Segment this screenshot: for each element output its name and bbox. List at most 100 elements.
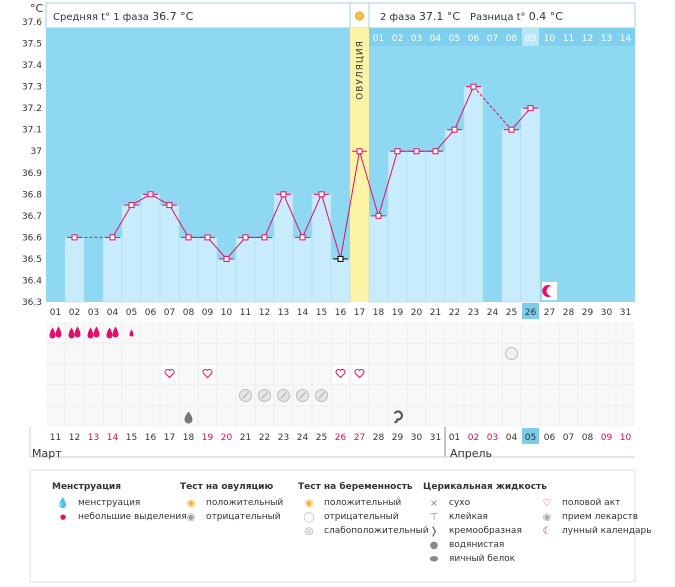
phase2-day-label: 08 (506, 34, 518, 44)
temperature-bar (216, 258, 237, 303)
phase2-day-label: 01 (373, 34, 384, 44)
phase2-day-label: 13 (601, 34, 612, 44)
menstruation-icon (87, 327, 94, 339)
cycle-day-label: 31 (620, 308, 631, 318)
temperature-bar (159, 204, 180, 303)
phase2-day-label: 11 (563, 34, 574, 44)
temperature-point (375, 212, 382, 219)
cycle-day-label: 05 (126, 308, 137, 318)
legend-frame (29, 469, 636, 583)
date-label: 18 (183, 433, 195, 443)
legend-label: отрицательный (324, 512, 399, 522)
cycle-day-label: 07 (164, 308, 175, 318)
cycle-day-label: 30 (601, 308, 613, 318)
temperature-line-segment (359, 151, 379, 216)
temperature-line-segment (131, 193, 151, 206)
date-label: 30 (411, 433, 423, 443)
temperature-bar (406, 150, 427, 303)
cycle-day-label: 01 (50, 308, 61, 318)
date-label: 06 (544, 433, 556, 443)
pregnancy-negative-icon: ◯ (303, 511, 315, 523)
pill-icon: ◉ (542, 511, 552, 523)
cycle-day-label: 27 (544, 308, 555, 318)
temperature-point (356, 148, 363, 155)
phase2-day-label: 07 (487, 34, 498, 44)
date-label: 29 (392, 433, 404, 443)
temperature-line-segment (112, 204, 132, 238)
legend-label: лунный календарь (562, 526, 652, 536)
menstruation-icon: 💧 (56, 497, 70, 509)
spotting-icon: ● (59, 513, 67, 521)
pill-icon-line (280, 392, 287, 399)
temperature-point (508, 126, 515, 133)
phase1-label: Средняя t° 1 фаза (53, 12, 149, 23)
moon-icon: ☾ (542, 525, 552, 537)
legend-label: положительный (324, 498, 402, 508)
cycle-day-label: 26 (525, 308, 537, 318)
temperature-point (527, 105, 534, 112)
temperature-bar (330, 258, 351, 303)
cycle-day-label: 02 (69, 308, 80, 318)
legend-cervical: Церикальная жидкость × сухо ⊤ клейкая ❭ кре… (423, 482, 547, 566)
temperature-point (413, 148, 420, 155)
date-label: 13 (88, 433, 99, 443)
phase2-day-label: 12 (582, 34, 593, 44)
creamy-icon: ❭ (429, 525, 439, 537)
legend-label: кремообразная (449, 526, 522, 536)
phase2-day-label: 10 (544, 34, 556, 44)
menstruation-icon (93, 326, 100, 338)
cycle-day-label: 25 (506, 308, 517, 318)
legend-other: ♡ половой акт ◉ прием лекарств ☾ лунный кал… (536, 482, 652, 538)
phase2-average: 2 фаза 37.1 °C (380, 10, 460, 23)
pregnancy-weak-icon: ◎ (304, 525, 314, 537)
sticky-icon: ⊤ (429, 511, 439, 523)
watery-icon: ● (429, 539, 439, 551)
legend-pregnancy-test: Тест на беременность ◉ положительный ◯ отр… (298, 482, 429, 538)
date-label: 23 (278, 433, 289, 443)
date-label: 24 (297, 433, 309, 443)
date-label: 19 (202, 433, 214, 443)
month-march: Март (32, 447, 62, 460)
phase2-day-label: 06 (468, 34, 480, 44)
phase1-average: Средняя t° 1 фаза 36.7 °C (53, 10, 193, 23)
cycle-day-label: 23 (468, 308, 479, 318)
dry-icon: × (429, 497, 439, 509)
phase2-day-label: 04 (430, 34, 442, 44)
date-label: 11 (50, 433, 61, 443)
pregnancy-negative-icon (505, 347, 518, 360)
legend-label: положительный (206, 498, 284, 508)
temperature-point (318, 191, 325, 198)
date-label: 04 (506, 433, 518, 443)
temperature-point (128, 202, 135, 209)
cycle-day-label: 03 (88, 308, 99, 318)
temperature-line-segment (511, 107, 531, 131)
date-label: 21 (240, 433, 251, 443)
heart-icon (202, 369, 213, 379)
menstruation-icon (112, 326, 119, 338)
pill-icon-line (299, 392, 306, 399)
temperature-line-segment (283, 194, 303, 238)
symbol-cell (333, 366, 348, 383)
heart-icon (335, 369, 346, 379)
date-label: 22 (259, 433, 270, 443)
temperature-bar (140, 194, 161, 303)
y-tick-label: 36.4 (22, 276, 42, 286)
temperature-point (242, 234, 249, 241)
date-label: 10 (620, 433, 632, 443)
date-label: 09 (601, 433, 613, 443)
current-day-cell (522, 28, 539, 46)
temperature-point (223, 255, 230, 262)
temperature-point (432, 148, 439, 155)
temperature-point (470, 83, 477, 90)
temperature-bar (501, 129, 522, 303)
temperature-point (166, 202, 173, 209)
date-label: 26 (335, 433, 347, 443)
header-box (45, 2, 636, 29)
temperature-line-segment (226, 237, 246, 260)
legend-label: водянистая (449, 540, 505, 550)
legend-title: Менструация (52, 482, 121, 492)
cycle-day-label: 12 (259, 308, 270, 318)
phase1-value: 36.7 °C (152, 10, 194, 23)
diff-value: 0.4 °C (528, 10, 563, 23)
current-day-highlight (522, 303, 539, 319)
